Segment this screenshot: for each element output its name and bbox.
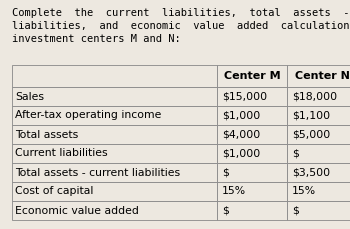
Text: Total assets - current liabilities: Total assets - current liabilities bbox=[15, 167, 180, 177]
Bar bbox=[12, 163, 217, 182]
Text: After-tax operating income: After-tax operating income bbox=[15, 111, 161, 120]
Bar bbox=[12, 201, 217, 220]
Text: $15,000: $15,000 bbox=[222, 92, 267, 101]
Bar bbox=[287, 163, 350, 182]
Text: $3,500: $3,500 bbox=[292, 167, 330, 177]
Text: $: $ bbox=[292, 148, 299, 158]
Text: Economic value added: Economic value added bbox=[15, 205, 139, 215]
Text: Sales: Sales bbox=[15, 92, 44, 101]
Bar bbox=[287, 201, 350, 220]
Text: $1,100: $1,100 bbox=[292, 111, 330, 120]
Text: Center M: Center M bbox=[224, 71, 280, 81]
Bar bbox=[12, 65, 217, 87]
Text: $: $ bbox=[222, 205, 229, 215]
Text: $: $ bbox=[222, 167, 229, 177]
Bar bbox=[287, 65, 350, 87]
Bar bbox=[12, 87, 217, 106]
Text: Current liabilities: Current liabilities bbox=[15, 148, 108, 158]
Text: liabilities,  and  economic  value  added  calculations  for: liabilities, and economic value added ca… bbox=[12, 21, 350, 31]
Bar bbox=[217, 201, 287, 220]
Text: Center N: Center N bbox=[295, 71, 349, 81]
Bar bbox=[12, 144, 217, 163]
Bar bbox=[12, 182, 217, 201]
Text: $18,000: $18,000 bbox=[292, 92, 337, 101]
Bar bbox=[217, 182, 287, 201]
Bar bbox=[287, 125, 350, 144]
Bar bbox=[287, 144, 350, 163]
Bar bbox=[217, 87, 287, 106]
Bar bbox=[217, 106, 287, 125]
Text: investment centers M and N:: investment centers M and N: bbox=[12, 34, 181, 44]
Bar bbox=[287, 182, 350, 201]
Text: $4,000: $4,000 bbox=[222, 130, 260, 139]
Text: $: $ bbox=[292, 205, 299, 215]
Bar bbox=[217, 163, 287, 182]
Bar bbox=[12, 125, 217, 144]
Text: Total assets: Total assets bbox=[15, 130, 78, 139]
Text: Cost of capital: Cost of capital bbox=[15, 186, 93, 196]
Bar bbox=[217, 65, 287, 87]
Bar bbox=[217, 125, 287, 144]
Bar bbox=[287, 106, 350, 125]
Text: Complete  the  current  liabilities,  total  assets  -  current: Complete the current liabilities, total … bbox=[12, 8, 350, 18]
Text: $5,000: $5,000 bbox=[292, 130, 330, 139]
Text: 15%: 15% bbox=[222, 186, 246, 196]
Bar bbox=[287, 87, 350, 106]
Text: 15%: 15% bbox=[292, 186, 316, 196]
Text: $1,000: $1,000 bbox=[222, 148, 260, 158]
Bar bbox=[217, 144, 287, 163]
Text: $1,000: $1,000 bbox=[222, 111, 260, 120]
Bar bbox=[12, 106, 217, 125]
